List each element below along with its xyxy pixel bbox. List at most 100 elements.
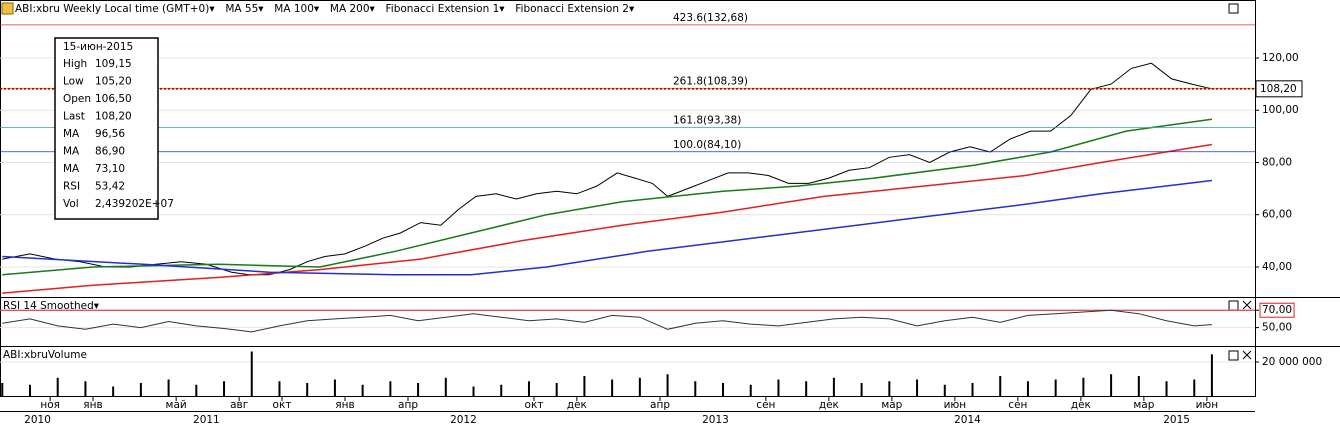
volume-bar [1210, 354, 1213, 397]
year-label: 2012 [450, 414, 477, 426]
volume-bar [389, 381, 392, 397]
volume-bar [694, 381, 697, 397]
x-tick-label: дек [819, 399, 839, 411]
info-label: Low [63, 76, 84, 88]
volume-bar [971, 382, 974, 397]
volume-bar [527, 381, 530, 397]
close-button[interactable] [1242, 300, 1252, 360]
info-label: MA [63, 128, 80, 140]
fib-tool: Fibonacci Extension 2▾ [515, 3, 635, 15]
fib-label: 423.6(132,68) [673, 12, 748, 24]
series-line [2, 179, 1212, 276]
fib-label: 100.0(84,10) [673, 139, 741, 151]
volume-bar [56, 377, 59, 397]
series-line [2, 143, 1213, 294]
volume-bar [888, 381, 891, 397]
volume-bar [1110, 374, 1113, 397]
volume-bar [1193, 379, 1196, 397]
x-tick-label: мар [1133, 399, 1154, 411]
info-label: Open [63, 93, 91, 105]
y-tick-label: 80,00 [1262, 156, 1292, 168]
volume-bar [666, 374, 669, 397]
volume-bar [167, 379, 170, 397]
volume-bar [472, 386, 475, 397]
fib-label: 161.8(93,38) [673, 115, 741, 127]
symbol-icon[interactable] [1, 2, 14, 15]
volume-bar [28, 384, 31, 397]
volume-bar [333, 379, 336, 397]
x-tick-label: сен [1008, 399, 1027, 411]
header: ABI:xbru Weekly Local time (GMT+0)▾ [15, 3, 215, 15]
y-tick-label: 50,00 [1262, 322, 1292, 334]
volume-bar [860, 382, 863, 397]
info-value: 86,90 [95, 146, 125, 158]
x-tick-label: янв [335, 399, 354, 411]
x-tick-label: апр [398, 399, 418, 411]
info-box [54, 37, 159, 220]
volume-bar [611, 379, 614, 397]
volume-bar [832, 377, 835, 397]
series-line [2, 309, 1212, 333]
x-tick-label: сен [756, 399, 775, 411]
year-label: 2010 [24, 414, 51, 426]
year-label: 2015 [1163, 414, 1190, 426]
volume-bar [1165, 381, 1168, 397]
info-label: MA [63, 163, 80, 175]
chart-title: ABI:xbru Weekly Local time (GMT+0)▾ [15, 3, 215, 15]
year-label: 2011 [193, 414, 220, 426]
volume-bar [638, 377, 641, 397]
volume-bar [250, 351, 253, 397]
y-tick-label: 100,00 [1262, 104, 1299, 116]
x-tick-label: дек [1071, 399, 1091, 411]
volume-bar [1054, 379, 1057, 397]
volume-bar [583, 375, 586, 397]
volume-bar [195, 384, 198, 397]
series-line [2, 62, 1213, 276]
volume-bar [777, 379, 780, 397]
volume-bar [361, 384, 364, 397]
panel-title: RSI 14 Smoothed▾ [3, 300, 100, 312]
info-value: 2,439202E+07 [95, 198, 174, 210]
volume-bar [500, 384, 503, 397]
volume-bar [1026, 381, 1029, 397]
x-tick-label: окт [525, 399, 544, 411]
legend-entry: MA 100▾ [274, 3, 320, 15]
volume-bar [223, 381, 226, 397]
volume-bar [139, 382, 142, 397]
volume-bar [722, 382, 725, 397]
x-tick-label: май [166, 399, 187, 411]
x-tick-label: июн [944, 399, 967, 411]
volume-bar [555, 382, 558, 397]
legend-entry: MA 200▾ [330, 3, 376, 15]
y-tick-label: 70,00 [1262, 304, 1292, 316]
volume-bar [1082, 377, 1085, 397]
info-label: MA [63, 146, 80, 158]
volume-bar [112, 386, 115, 397]
x-tick-label: дек [567, 399, 587, 411]
last-price-box [1255, 80, 1303, 98]
info-value: 106,50 [95, 93, 132, 105]
year-label: 2013 [702, 414, 729, 426]
year-label: 2014 [954, 414, 981, 426]
info-label: High [63, 58, 87, 70]
info-value: 105,20 [95, 76, 132, 88]
fib-label: 261.8(108,39) [673, 75, 748, 87]
frame [0, 0, 1256, 397]
last-price-label: 108,20 [1260, 83, 1297, 95]
volume-bar [278, 381, 281, 397]
x-tick-label: июн [1196, 399, 1219, 411]
maximize-button[interactable] [1228, 3, 1239, 14]
x-tick-label: ноя [40, 399, 60, 411]
volume-bar [1, 382, 4, 397]
x-tick-label: апр [650, 399, 670, 411]
x-tick-label: янв [83, 399, 102, 411]
level-box [1259, 302, 1295, 318]
maximize-button[interactable] [1228, 350, 1239, 361]
panel-title: ABI:xbruVolume [3, 349, 87, 361]
info-value: 73,10 [95, 163, 125, 175]
fib-tool: Fibonacci Extension 1▾ [386, 3, 506, 15]
volume-bar [84, 381, 87, 397]
